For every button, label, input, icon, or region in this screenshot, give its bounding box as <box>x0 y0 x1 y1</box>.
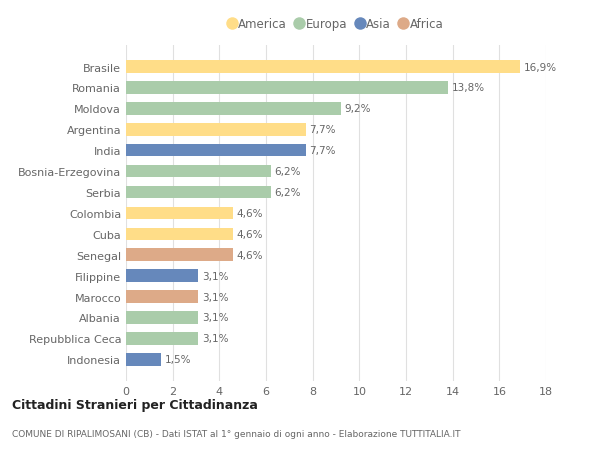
Bar <box>126 249 233 262</box>
Text: 9,2%: 9,2% <box>344 104 371 114</box>
Text: Cittadini Stranieri per Cittadinanza: Cittadini Stranieri per Cittadinanza <box>12 398 258 412</box>
Bar <box>126 270 199 282</box>
Text: 16,9%: 16,9% <box>524 62 557 73</box>
Bar <box>126 291 199 303</box>
Text: 7,7%: 7,7% <box>309 125 335 135</box>
Text: 6,2%: 6,2% <box>274 188 301 197</box>
Text: 3,1%: 3,1% <box>202 271 229 281</box>
Text: 13,8%: 13,8% <box>452 83 485 93</box>
Legend: America, Europa, Asia, Africa: America, Europa, Asia, Africa <box>229 18 443 31</box>
Text: 4,6%: 4,6% <box>237 208 263 218</box>
Text: 4,6%: 4,6% <box>237 250 263 260</box>
Bar <box>126 228 233 241</box>
Text: 1,5%: 1,5% <box>164 354 191 364</box>
Bar <box>126 124 305 136</box>
Bar <box>126 145 305 157</box>
Bar <box>126 61 520 73</box>
Text: 3,1%: 3,1% <box>202 292 229 302</box>
Text: 3,1%: 3,1% <box>202 334 229 344</box>
Bar <box>126 312 199 324</box>
Bar <box>126 103 341 115</box>
Bar <box>126 186 271 199</box>
Text: 4,6%: 4,6% <box>237 230 263 239</box>
Bar <box>126 332 199 345</box>
Text: 6,2%: 6,2% <box>274 167 301 177</box>
Bar <box>126 353 161 366</box>
Bar <box>126 207 233 220</box>
Text: 3,1%: 3,1% <box>202 313 229 323</box>
Text: COMUNE DI RIPALIMOSANI (CB) - Dati ISTAT al 1° gennaio di ogni anno - Elaborazio: COMUNE DI RIPALIMOSANI (CB) - Dati ISTAT… <box>12 429 461 438</box>
Bar <box>126 165 271 178</box>
Text: 7,7%: 7,7% <box>309 146 335 156</box>
Bar <box>126 82 448 95</box>
